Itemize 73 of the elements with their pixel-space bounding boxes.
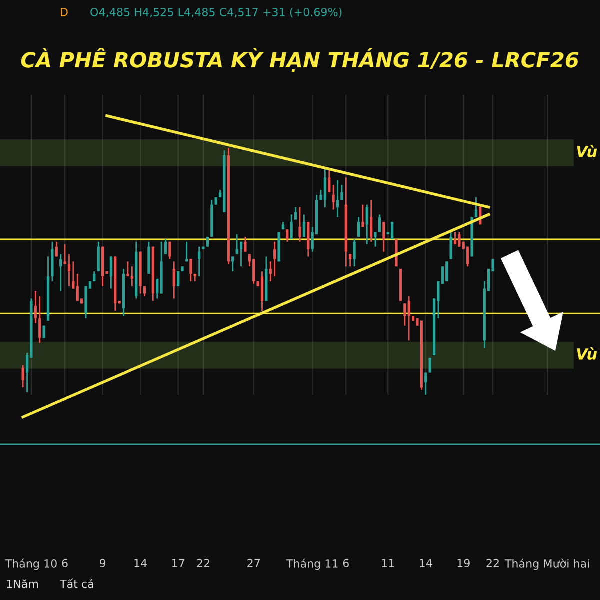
candlestick: [274, 241, 276, 278]
candlestick: [298, 206, 302, 243]
band-label: Vù: [577, 145, 598, 158]
candlestick: [269, 260, 272, 282]
candlestick: [324, 167, 326, 208]
x-tick-label: 6: [62, 559, 68, 568]
candlestick: [454, 231, 457, 246]
candlestick: [378, 214, 382, 233]
x-tick-label: Tháng Mười hai: [504, 558, 590, 570]
candlestick: [370, 199, 373, 243]
candlestick: [110, 256, 112, 290]
candlestick: [474, 196, 478, 218]
x-tick-label: Tháng 10: [5, 558, 57, 570]
candlestick: [130, 266, 134, 288]
candlestick: [374, 231, 377, 248]
candlestick: [198, 246, 201, 278]
candlestick: [353, 238, 356, 268]
candlestick: [244, 236, 247, 252]
text: 1Năm: [7, 580, 38, 588]
x-tick-label: 14: [134, 559, 148, 568]
text: O4,485 H4,525 L4,485 C4,517 +31 (+0.69%): [90, 8, 342, 18]
candlestick: [76, 273, 79, 302]
candlestick: [340, 184, 344, 201]
candlestick: [357, 216, 360, 238]
candlestick: [408, 296, 410, 342]
candlestick: [126, 260, 130, 278]
candlestick: [290, 214, 293, 240]
candlestick: [302, 214, 306, 238]
candlestick: [458, 231, 461, 248]
x-tick-label: 14: [420, 559, 432, 568]
x-tick-label: 22: [486, 559, 499, 568]
candlestick: [466, 246, 470, 268]
candlestick: [72, 260, 75, 290]
band-label: Vù: [577, 347, 598, 360]
candlestick: [93, 270, 96, 282]
candlestick: [22, 364, 24, 388]
candlestick: [450, 231, 452, 260]
text: D: [61, 8, 68, 16]
candlestick: [366, 204, 368, 246]
candlestick: [34, 290, 37, 324]
candlestick: [252, 258, 256, 285]
candlestick: [286, 228, 289, 243]
candlestick: [60, 254, 62, 292]
candlestick: [55, 241, 58, 258]
x-tick-label: 6: [343, 559, 349, 568]
candlestick: [362, 204, 364, 228]
candlestick: [382, 221, 386, 252]
text: Tất cả: [60, 578, 94, 588]
x-tick-label: 17: [172, 559, 184, 568]
candlestick: [332, 184, 335, 211]
candlestick: [428, 357, 432, 374]
candlestick: [240, 241, 243, 268]
candlestick: [38, 296, 42, 344]
candlestick: [232, 256, 234, 272]
candlestick: [336, 179, 340, 218]
candlestick: [172, 260, 176, 300]
x-tick-label: 9: [100, 559, 106, 568]
candlestick: [168, 241, 172, 260]
candlestick: [236, 234, 238, 255]
chart-title: CÀ PHÊ ROBUSTA KỲ HẠN THÁNG 1/26 - LRCF26: [21, 48, 579, 72]
candlestick: [190, 258, 192, 282]
candlestick: [294, 206, 298, 220]
x-tick-label: 22: [197, 559, 210, 568]
candlestick: [68, 254, 71, 288]
x-tick-label: Tháng 11: [286, 558, 338, 570]
x-tick-label: 27: [248, 559, 260, 568]
x-tick-label: 11: [382, 559, 394, 568]
candlestick: [404, 302, 406, 327]
candlestick: [424, 372, 428, 395]
candlestick: [185, 241, 188, 262]
x-tick-label: 19: [458, 559, 470, 568]
candlestick: [64, 244, 66, 265]
candlestick: [164, 238, 168, 255]
